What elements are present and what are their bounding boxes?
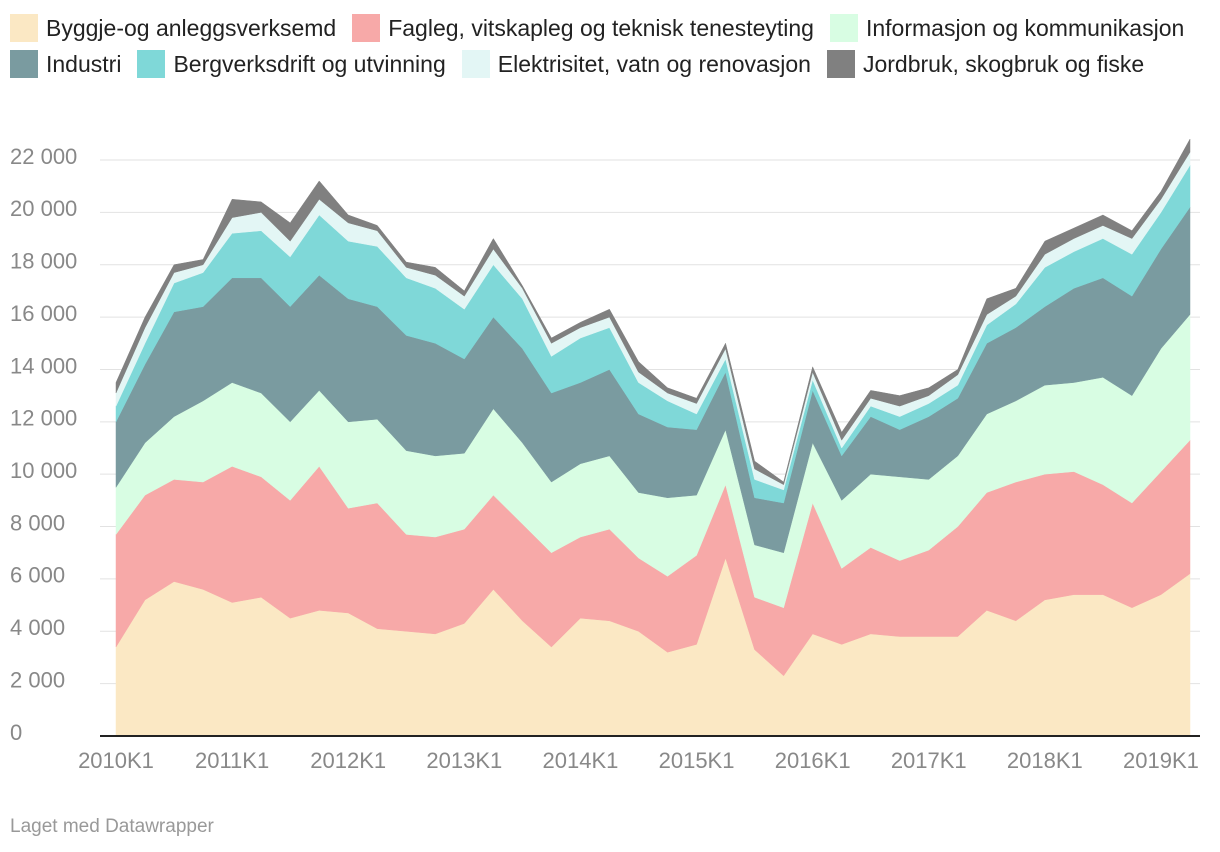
legend-swatch bbox=[10, 14, 38, 42]
y-tick-label: 12 000 bbox=[10, 406, 77, 431]
legend-swatch bbox=[826, 50, 855, 78]
y-tick-label: 10 000 bbox=[10, 458, 77, 483]
legend: Byggje-og anleggsverksemd Fagleg, vitskap… bbox=[10, 10, 1210, 82]
x-tick-label: 2017K1 bbox=[891, 748, 967, 773]
area bbox=[115, 138, 1191, 486]
legend-item: Industri bbox=[10, 46, 121, 82]
y-tick-label: 20 000 bbox=[10, 196, 77, 221]
x-tick-label: 2019K1 bbox=[1123, 748, 1199, 773]
legend-label: Informasjon og kommunikasjon bbox=[865, 15, 1185, 41]
legend-item: Elektrisitet, vatn og renovasjon bbox=[461, 46, 811, 82]
legend-item: Bergverksdrift og utvinning bbox=[137, 46, 446, 82]
legend-label: Byggje-og anleggsverksemd bbox=[46, 15, 337, 41]
legend-label: Elektrisitet, vatn og renovasjon bbox=[497, 51, 811, 77]
y-tick-label: 0 bbox=[10, 720, 22, 745]
legend-label: Jordbruk, skogbruk og fiske bbox=[862, 51, 1145, 77]
x-tick-label: 2016K1 bbox=[775, 748, 851, 773]
y-tick-label: 6 000 bbox=[10, 563, 65, 588]
legend-item: Jordbruk, skogbruk og fiske bbox=[826, 46, 1145, 82]
legend-label: Bergverksdrift og utvinning bbox=[173, 51, 446, 77]
y-tick-label: 18 000 bbox=[10, 249, 77, 274]
legend-swatch bbox=[461, 50, 490, 78]
credit: Laget med Datawrapper bbox=[10, 816, 214, 837]
x-tick-label: 2015K1 bbox=[659, 748, 735, 773]
legend-item: Byggje-og anleggsverksemd bbox=[10, 10, 336, 46]
y-tick-label: 2 000 bbox=[10, 667, 65, 692]
y-tick-label: 8 000 bbox=[10, 510, 65, 535]
x-tick-label: 2010K1 bbox=[78, 748, 154, 773]
x-tick-label: 2018K1 bbox=[1007, 748, 1083, 773]
x-tick-label: 2014K1 bbox=[543, 748, 619, 773]
legend-label: Industri bbox=[46, 51, 122, 77]
y-tick-label: 4 000 bbox=[10, 615, 65, 640]
legend-swatch bbox=[829, 14, 858, 42]
y-tick-label: 22 000 bbox=[10, 144, 77, 169]
legend-swatch bbox=[137, 50, 166, 78]
legend-swatch bbox=[10, 50, 38, 78]
y-tick-label: 16 000 bbox=[10, 301, 77, 326]
legend-label: Fagleg, vitskapleg og teknisk tenesteyti… bbox=[388, 15, 814, 41]
y-tick-label: 14 000 bbox=[10, 353, 77, 378]
legend-item: Fagleg, vitskapleg og teknisk tenesteyti… bbox=[352, 10, 814, 46]
x-tick-label: 2011K1 bbox=[195, 748, 269, 773]
legend-item: Informasjon og kommunikasjon bbox=[829, 10, 1185, 46]
x-tick-label: 2013K1 bbox=[426, 748, 502, 773]
x-tick-label: 2012K1 bbox=[310, 748, 386, 773]
legend-swatch bbox=[352, 14, 381, 42]
